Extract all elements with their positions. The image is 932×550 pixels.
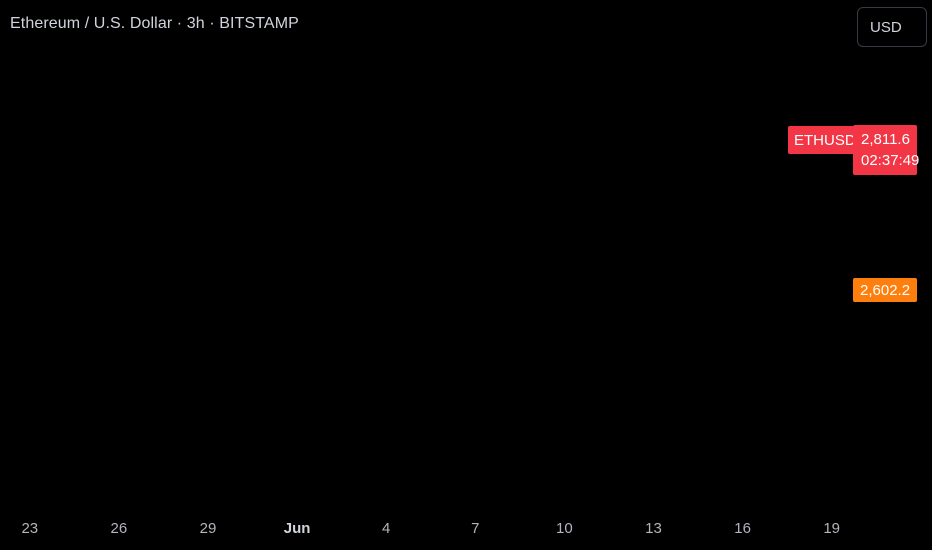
- x-tick-label: 10: [556, 520, 573, 537]
- ma-value-tag: 2,602.2: [853, 278, 917, 302]
- last-price-value: 2,811.6: [861, 131, 910, 148]
- last-price-tag: 2,811.6 02:37:49: [853, 125, 920, 175]
- x-tick-label: 19: [823, 520, 841, 537]
- chart-title: Ethereum / U.S. Dollar · 3h · BITSTAMP: [10, 15, 299, 32]
- x-tick-label: 4: [382, 520, 391, 537]
- symbol-tag: ETHUSD: [788, 126, 862, 154]
- currency-button[interactable]: USD: [857, 7, 927, 47]
- x-tick-label: Jun: [283, 520, 311, 537]
- x-tick-label: 16: [734, 520, 751, 537]
- x-tick-label: 23: [21, 520, 39, 537]
- x-tick-label: 13: [645, 520, 662, 537]
- x-tick-label: 26: [110, 520, 128, 537]
- x-tick-label: 7: [471, 520, 480, 537]
- countdown-value: 02:37:49: [861, 152, 920, 169]
- x-tick-label: 29: [199, 520, 217, 537]
